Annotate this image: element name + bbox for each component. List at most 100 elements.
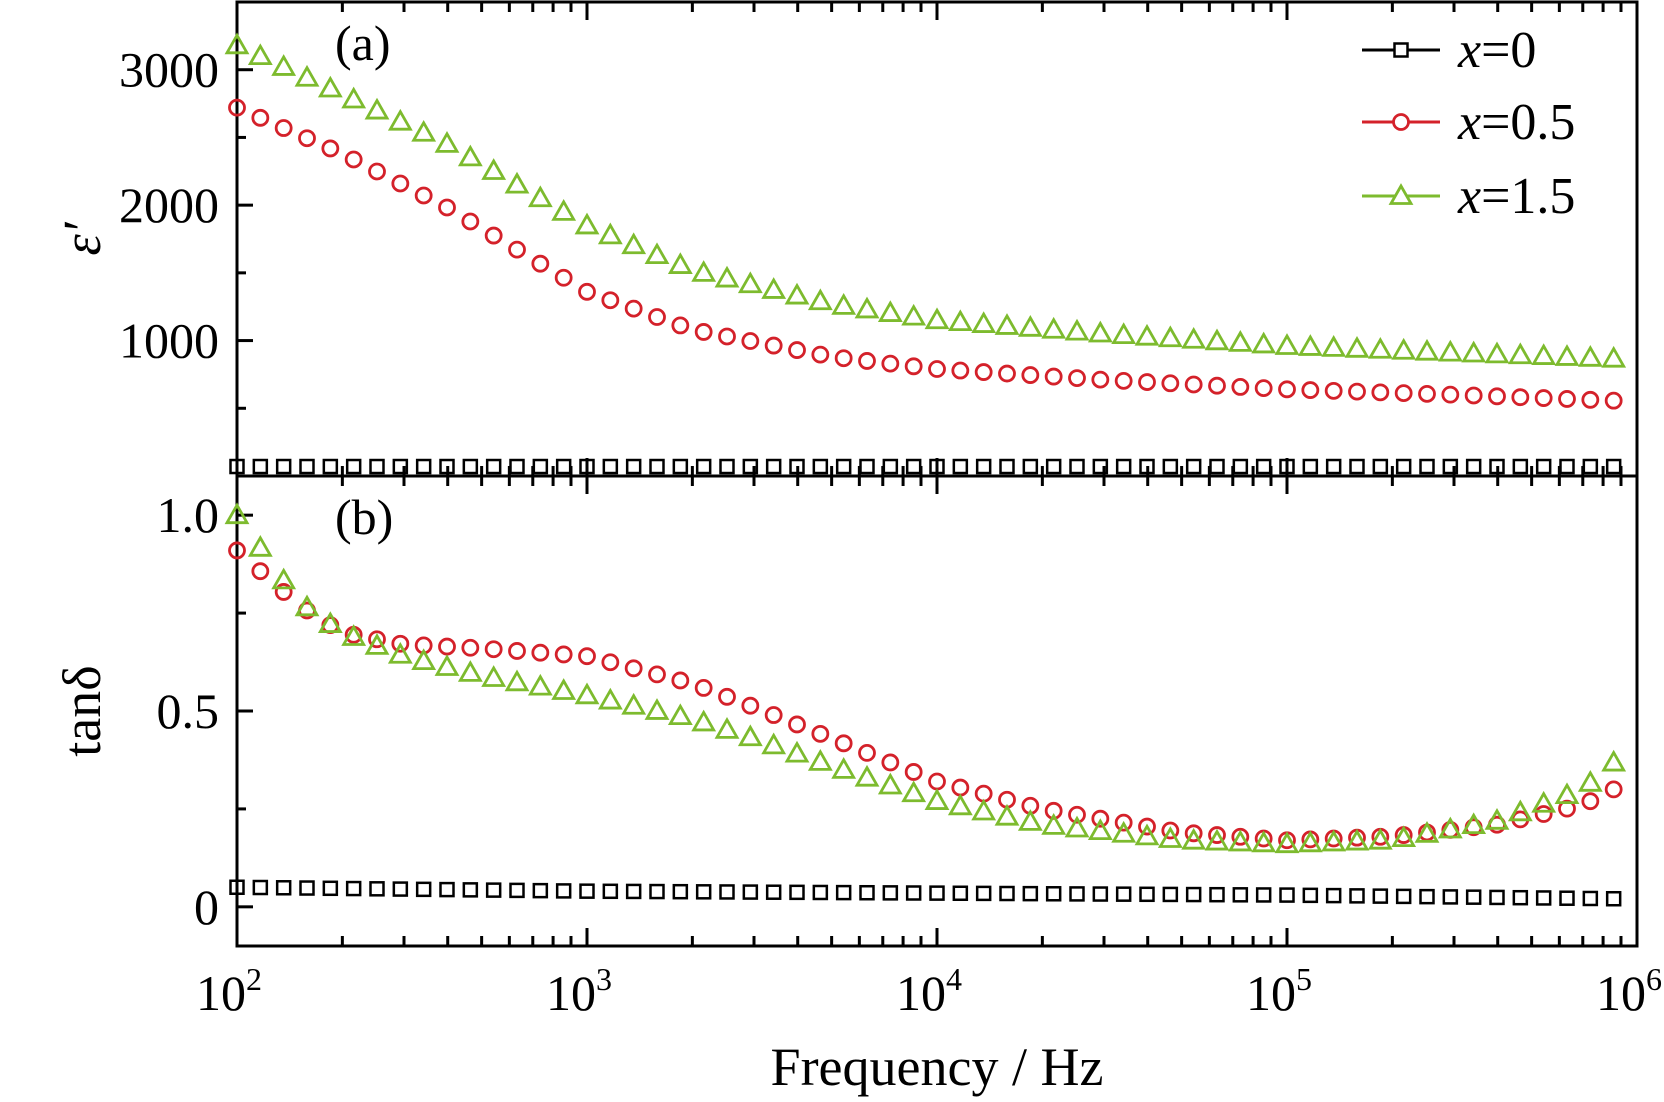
- data-point: [1255, 458, 1272, 475]
- data-point: [881, 753, 900, 772]
- legend-marker: [1392, 113, 1410, 131]
- data-point: [321, 139, 340, 158]
- data-point: [811, 345, 830, 364]
- data-point: [392, 881, 409, 897]
- data-point: [1181, 827, 1207, 850]
- data-point: [554, 645, 573, 664]
- data-point: [1325, 887, 1342, 904]
- data-point: [485, 458, 502, 475]
- data-point: [1601, 749, 1627, 772]
- data-point: [1395, 458, 1412, 475]
- data-point: [299, 880, 315, 896]
- data-point: [1535, 890, 1552, 906]
- data-point: [904, 357, 923, 376]
- data-point: [1581, 390, 1600, 409]
- data-point: [1418, 384, 1436, 403]
- data-point: [1441, 385, 1460, 404]
- data-point: [1162, 458, 1179, 475]
- data-point: [1044, 367, 1063, 386]
- data-point: [415, 458, 432, 475]
- data-point: [1367, 827, 1393, 850]
- data-point: [1489, 458, 1505, 475]
- data-point: [1507, 342, 1533, 365]
- series-x-0-5: [228, 98, 1623, 410]
- data-point: [648, 665, 666, 684]
- data-point: [742, 884, 759, 900]
- data-point: [1601, 345, 1627, 368]
- x-tick-label: 104: [896, 961, 962, 1021]
- data-point: [1115, 886, 1132, 902]
- data-point: [411, 648, 437, 671]
- data-point: [667, 252, 693, 274]
- data-point: [1605, 890, 1622, 907]
- data-point: [789, 458, 805, 475]
- data-point: [1484, 807, 1510, 830]
- plot-frame: [235, 0, 1639, 478]
- data-point: [504, 669, 530, 692]
- data-point: [1577, 344, 1603, 367]
- data-point: [532, 882, 549, 899]
- data-point: [271, 54, 297, 76]
- data-point: [1321, 829, 1347, 852]
- data-point: [1231, 378, 1250, 396]
- data-point: [461, 212, 480, 231]
- data-point: [1209, 886, 1225, 903]
- data-point: [975, 458, 992, 475]
- data-point: [1041, 316, 1067, 339]
- data-point: [1204, 328, 1230, 351]
- y-tick-label: 3000: [119, 42, 219, 98]
- data-point: [1349, 458, 1365, 475]
- data-point: [481, 158, 507, 180]
- data-point: [228, 98, 246, 117]
- data-point: [1461, 340, 1487, 363]
- x-tick-label: 102: [196, 961, 262, 1021]
- data-point: [578, 647, 596, 666]
- data-point: [415, 881, 432, 898]
- data-point: [761, 277, 787, 299]
- data-point: [462, 882, 479, 898]
- data-point: [1114, 371, 1133, 390]
- data-point: [299, 458, 315, 475]
- data-point: [859, 884, 875, 901]
- data-point: [484, 640, 503, 659]
- data-point: [691, 260, 717, 282]
- data-point: [788, 341, 806, 359]
- data-point: [1111, 322, 1137, 345]
- data-point: [251, 108, 270, 127]
- data-point: [508, 240, 526, 259]
- data-point: [1371, 383, 1390, 402]
- data-point: [877, 300, 903, 322]
- data-point: [649, 458, 665, 475]
- data-point: [229, 458, 245, 475]
- data-point: [1531, 790, 1557, 813]
- data-point: [1559, 890, 1575, 906]
- data-point: [508, 642, 526, 660]
- legend-item: x=1.5: [1362, 168, 1575, 225]
- data-point: [854, 764, 880, 787]
- data-point: [434, 131, 460, 153]
- data-point: [834, 349, 853, 368]
- data-point: [317, 75, 343, 98]
- data-point: [414, 186, 433, 205]
- data-point: [831, 757, 857, 779]
- data-point: [811, 724, 830, 743]
- data-point: [905, 885, 922, 901]
- data-point: [974, 363, 993, 381]
- data-point: [1558, 799, 1576, 818]
- data-point: [345, 880, 362, 897]
- data-point: [1161, 374, 1180, 393]
- data-point: [1349, 888, 1365, 904]
- legend-label: x=1.5: [1457, 168, 1575, 225]
- data-point: [1464, 386, 1483, 405]
- data-point: [368, 162, 386, 181]
- data-point: [1391, 825, 1417, 848]
- data-point: [1348, 382, 1366, 401]
- data-point: [1489, 889, 1505, 906]
- data-point: [905, 458, 922, 475]
- data-point: [1114, 813, 1133, 832]
- data-point: [1232, 458, 1249, 475]
- data-point: [1302, 887, 1319, 904]
- data-point: [461, 638, 480, 657]
- data-point: [737, 724, 763, 747]
